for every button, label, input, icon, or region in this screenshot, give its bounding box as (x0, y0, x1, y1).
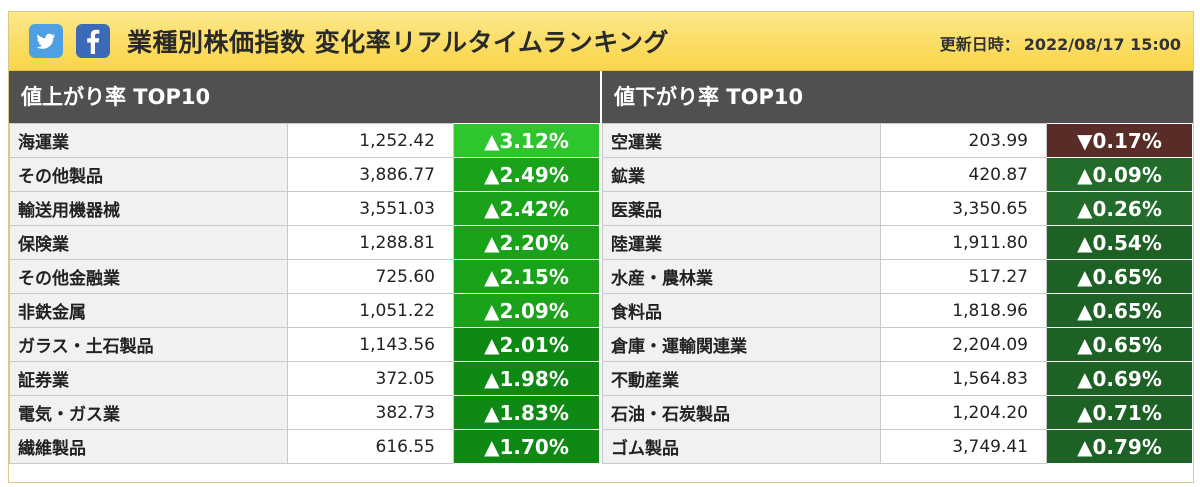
change-rate: ▲0.65% (1046, 293, 1193, 328)
sector-name[interactable]: 輸送用機器械 (9, 191, 288, 226)
page-title: 業種別株価指数 変化率リアルタイムランキング (127, 28, 669, 57)
update-timestamp: 更新日時： 2022/08/17 15:00 (936, 31, 1181, 55)
index-value: 1,911.80 (880, 225, 1047, 260)
ranking-widget: 業種別株価指数 変化率リアルタイムランキング 更新日時： 2022/08/17 1… (8, 11, 1194, 483)
change-rate: ▲0.65% (1046, 259, 1193, 294)
sector-name[interactable]: ゴム製品 (602, 429, 881, 464)
change-rate: ▲3.12% (453, 123, 600, 158)
index-value: 3,350.65 (880, 191, 1047, 226)
table-row: 繊維製品 616.55 ▲1.70% (9, 429, 600, 464)
sector-name[interactable]: 海運業 (9, 123, 288, 158)
table-row: 鉱業 420.87 ▲0.09% (602, 157, 1193, 192)
sector-name[interactable]: 医薬品 (602, 191, 881, 226)
table-row: その他製品 3,886.77 ▲2.49% (9, 157, 600, 192)
table-row: 石油・石炭製品 1,204.20 ▲0.71% (602, 395, 1193, 430)
change-rate: ▼0.17% (1046, 123, 1193, 158)
sector-name[interactable]: 不動産業 (602, 361, 881, 396)
index-value: 1,204.20 (880, 395, 1047, 430)
table-row: 食料品 1,818.96 ▲0.65% (602, 293, 1193, 328)
sector-name[interactable]: 水産・農林業 (602, 259, 881, 294)
table-row: ガラス・土石製品 1,143.56 ▲2.01% (9, 327, 600, 362)
index-value: 203.99 (880, 123, 1047, 158)
sector-name[interactable]: 証券業 (9, 361, 288, 396)
losers-heading: 値下がり率 TOP10 (602, 71, 1193, 123)
table-row: 証券業 372.05 ▲1.98% (9, 361, 600, 396)
index-value: 517.27 (880, 259, 1047, 294)
sector-name[interactable]: 電気・ガス業 (9, 395, 288, 430)
table-row: その他金融業 725.60 ▲2.15% (9, 259, 600, 294)
facebook-share-button[interactable] (76, 24, 110, 58)
index-value: 3,886.77 (287, 157, 454, 192)
index-value: 1,051.22 (287, 293, 454, 328)
change-rate: ▲2.09% (453, 293, 600, 328)
index-value: 2,204.09 (880, 327, 1047, 362)
change-rate: ▲0.09% (1046, 157, 1193, 192)
table-row: 不動産業 1,564.83 ▲0.69% (602, 361, 1193, 396)
twitter-share-button[interactable] (29, 24, 63, 58)
table-row: 非鉄金属 1,051.22 ▲2.09% (9, 293, 600, 328)
change-rate: ▲1.70% (453, 429, 600, 464)
change-rate: ▲1.98% (453, 361, 600, 396)
table-row: 医薬品 3,350.65 ▲0.26% (602, 191, 1193, 226)
index-value: 420.87 (880, 157, 1047, 192)
index-value: 382.73 (287, 395, 454, 430)
index-value: 1,818.96 (880, 293, 1047, 328)
index-value: 616.55 (287, 429, 454, 464)
change-rate: ▲2.01% (453, 327, 600, 362)
change-rate: ▲2.20% (453, 225, 600, 260)
table-row: ゴム製品 3,749.41 ▲0.79% (602, 429, 1193, 464)
sector-name[interactable]: 保険業 (9, 225, 288, 260)
change-rate: ▲1.83% (453, 395, 600, 430)
change-rate: ▲2.15% (453, 259, 600, 294)
sector-name[interactable]: 倉庫・運輸関連業 (602, 327, 881, 362)
change-rate: ▲0.65% (1046, 327, 1193, 362)
change-rate: ▲2.49% (453, 157, 600, 192)
change-rate: ▲0.26% (1046, 191, 1193, 226)
sector-name[interactable]: 繊維製品 (9, 429, 288, 464)
table-row: 海運業 1,252.42 ▲3.12% (9, 123, 600, 158)
table-row: 水産・農林業 517.27 ▲0.65% (602, 259, 1193, 294)
index-value: 1,564.83 (880, 361, 1047, 396)
table-row: 陸運業 1,911.80 ▲0.54% (602, 225, 1193, 260)
sector-name[interactable]: ガラス・土石製品 (9, 327, 288, 362)
change-rate: ▲2.42% (453, 191, 600, 226)
change-rate: ▲0.71% (1046, 395, 1193, 430)
sector-name[interactable]: 鉱業 (602, 157, 881, 192)
sector-name[interactable]: 石油・石炭製品 (602, 395, 881, 430)
gainers-column: 値上がり率 TOP10 海運業 1,252.42 ▲3.12% その他製品 3,… (9, 71, 600, 482)
sector-name[interactable]: その他金融業 (9, 259, 288, 294)
sector-name[interactable]: 食料品 (602, 293, 881, 328)
sector-name[interactable]: その他製品 (9, 157, 288, 192)
twitter-icon (36, 33, 56, 49)
update-label: 更新日時： (939, 35, 1020, 54)
losers-column: 値下がり率 TOP10 空運業 203.99 ▼0.17% 鉱業 420.87 … (600, 71, 1193, 482)
table-row: 輸送用機器械 3,551.03 ▲2.42% (9, 191, 600, 226)
table-row: 空運業 203.99 ▼0.17% (602, 123, 1193, 158)
index-value: 725.60 (287, 259, 454, 294)
sector-name[interactable]: 空運業 (602, 123, 881, 158)
gainers-heading: 値上がり率 TOP10 (9, 71, 600, 123)
change-rate: ▲0.69% (1046, 361, 1193, 396)
index-value: 1,143.56 (287, 327, 454, 362)
table-row: 倉庫・運輸関連業 2,204.09 ▲0.65% (602, 327, 1193, 362)
index-value: 3,749.41 (880, 429, 1047, 464)
index-value: 1,288.81 (287, 225, 454, 260)
gainers-table: 海運業 1,252.42 ▲3.12% その他製品 3,886.77 ▲2.49… (9, 123, 600, 464)
index-value: 372.05 (287, 361, 454, 396)
change-rate: ▲0.54% (1046, 225, 1193, 260)
index-value: 3,551.03 (287, 191, 454, 226)
header-bar: 業種別株価指数 変化率リアルタイムランキング 更新日時： 2022/08/17 1… (9, 12, 1193, 71)
table-row: 保険業 1,288.81 ▲2.20% (9, 225, 600, 260)
losers-table: 空運業 203.99 ▼0.17% 鉱業 420.87 ▲0.09% 医薬品 3… (602, 123, 1193, 464)
sector-name[interactable]: 非鉄金属 (9, 293, 288, 328)
sector-name[interactable]: 陸運業 (602, 225, 881, 260)
facebook-icon (87, 29, 100, 54)
table-row: 電気・ガス業 382.73 ▲1.83% (9, 395, 600, 430)
update-value: 2022/08/17 15:00 (1023, 35, 1181, 54)
change-rate: ▲0.79% (1046, 429, 1193, 464)
index-value: 1,252.42 (287, 123, 454, 158)
